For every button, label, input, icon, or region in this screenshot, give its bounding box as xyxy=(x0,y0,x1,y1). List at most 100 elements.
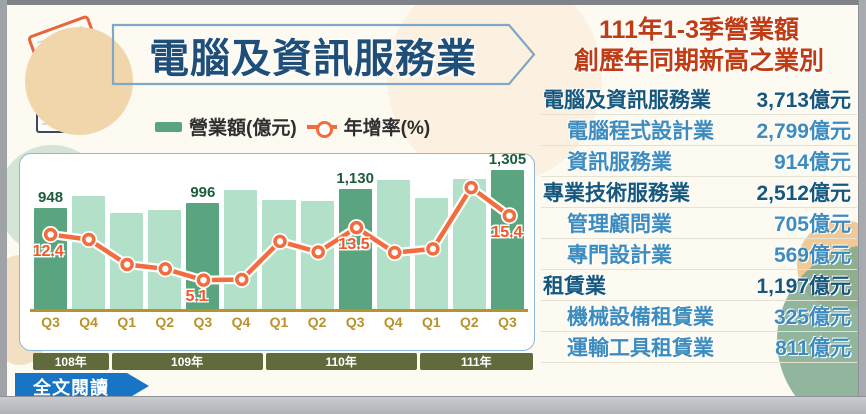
bar xyxy=(262,199,296,310)
legend-item-growth: 年增率(%) xyxy=(306,113,431,140)
bar xyxy=(452,178,486,310)
bar-slot xyxy=(262,162,296,310)
growth-rate-value-label: 12.4 xyxy=(32,242,64,260)
quarter-label: Q1 xyxy=(421,314,441,330)
quarter-label: Q4 xyxy=(231,314,251,330)
summary-row-name: 專業技術服務業 xyxy=(543,182,690,205)
window-frame-bottom xyxy=(0,396,866,414)
bar xyxy=(376,179,410,310)
year-group-pill: 111年 xyxy=(419,353,533,370)
summary-row-value: 1,197億元 xyxy=(756,275,851,298)
summary-row: 電腦程式設計業 2,799億元 xyxy=(541,115,857,146)
growth-rate-value-label: 13.5 xyxy=(338,235,370,253)
legend-growth-label: 年增率(%) xyxy=(343,118,431,139)
summary-row: 資訊服務業 914億元 xyxy=(541,146,857,177)
legend-item-revenue: 營業額(億元) xyxy=(155,113,297,140)
quarter-label: Q3 xyxy=(345,314,365,330)
summary-row-value: 2,799億元 xyxy=(756,120,851,143)
legend-revenue-label: 營業額(億元) xyxy=(189,118,297,139)
summary-row-value: 914億元 xyxy=(773,151,851,174)
summary-row-name: 運輸工具租賃業 xyxy=(567,337,714,360)
summary-row: 專業技術服務業 2,512億元 xyxy=(541,177,857,208)
quarter-label: Q2 xyxy=(307,314,327,330)
bar-value-label: 1,305 xyxy=(488,153,527,169)
year-group-labels: 108年 109年 110年 111年 xyxy=(33,353,533,370)
bar xyxy=(110,213,144,310)
summary-row-value: 705億元 xyxy=(773,213,851,236)
year-group-pill: 110年 xyxy=(265,353,417,370)
summary-row: 機械設備租賃業 325億元 xyxy=(541,301,857,332)
summary-row-name: 管理顧問業 xyxy=(567,213,672,236)
growth-rate-value-label: 15.4 xyxy=(491,223,523,241)
quarter-label: Q2 xyxy=(155,314,175,330)
legend-bar-swatch-icon xyxy=(155,121,182,132)
bar-slot xyxy=(300,162,334,310)
bar xyxy=(224,190,258,310)
laptop-illustration xyxy=(15,13,140,141)
chart-plot-area: 948 996 1,130 1,305 12.4 5.1 13.5 15.4 xyxy=(32,154,526,310)
year-group-pill: 109年 xyxy=(111,353,263,370)
page-title: 電腦及資訊服務業 xyxy=(149,37,477,81)
infographic-canvas: 電腦及資訊服務業 營業額(億元) 年增率(%) 948 996 1,130 1,305… xyxy=(7,5,858,396)
title-banner: 電腦及資訊服務業 xyxy=(111,23,536,86)
summary-row-name: 專門設計業 xyxy=(567,244,672,267)
legend-line-marker-icon xyxy=(306,120,337,138)
bar-slot xyxy=(414,162,448,310)
summary-row-name: 租賃業 xyxy=(543,275,606,298)
summary-row-value: 325億元 xyxy=(773,306,851,329)
bar-value-label: 948 xyxy=(38,189,64,207)
quarter-label: Q4 xyxy=(383,314,403,330)
bar-value-label: 996 xyxy=(190,184,216,202)
bar-slot xyxy=(110,162,144,310)
summary-row-value: 2,512億元 xyxy=(756,182,851,205)
summary-panel-title-line1: 111年1-3季營業額 xyxy=(598,16,800,44)
quarter-label: Q2 xyxy=(460,314,479,330)
bar xyxy=(148,210,182,310)
quarter-label: Q3 xyxy=(498,314,517,330)
illustration-background-circle xyxy=(25,27,133,135)
summary-row: 電腦及資訊服務業 3,713億元 xyxy=(541,84,857,115)
bar-slot: 948 xyxy=(34,162,68,310)
bar-slot xyxy=(72,162,106,310)
summary-row: 管理顧問業 705億元 xyxy=(541,208,857,239)
bar-value-label: 1,130 xyxy=(336,169,374,187)
quarter-label: Q3 xyxy=(41,314,60,330)
chart-card: 948 996 1,130 1,305 12.4 5.1 13.5 15.4 Q3 Q4 Q1 Q… xyxy=(19,153,535,351)
bar xyxy=(414,198,448,310)
bar xyxy=(72,196,106,310)
bar-slot xyxy=(224,162,258,310)
summary-row-name: 機械設備租賃業 xyxy=(567,306,714,329)
summary-row-value: 811億元 xyxy=(775,337,851,360)
summary-row: 運輸工具租賃業 811億元 xyxy=(541,332,857,363)
quarter-label: Q1 xyxy=(117,314,137,330)
read-more-button[interactable]: 全文閱讀 xyxy=(15,373,127,396)
summary-panel-title-line2: 創歷年同期新高之業別 xyxy=(573,47,824,75)
bar-slot xyxy=(376,162,410,310)
chart-x-axis xyxy=(30,309,528,312)
summary-row-value: 569億元 xyxy=(773,244,851,267)
summary-industry-list: 電腦及資訊服務業 3,713億元電腦程式設計業 2,799億元資訊服務業 914億元專… xyxy=(541,84,857,363)
read-more-arrow-icon xyxy=(127,373,149,396)
summary-row-name: 資訊服務業 xyxy=(567,151,672,174)
quarter-label: Q3 xyxy=(193,314,213,330)
summary-panel: 111年1-3季營業額 創歷年同期新高之業別 電腦及資訊服務業 3,713億元 電腦… xyxy=(541,15,857,395)
quarter-label: Q4 xyxy=(79,314,98,330)
bar xyxy=(300,200,334,310)
year-group-pill: 108年 xyxy=(33,353,109,370)
quarter-axis-labels: Q3 Q4 Q1 Q2 Q3 Q4 Q1 Q2 Q3 Q4 Q1 Q2 Q3 xyxy=(34,314,524,334)
window-frame-left xyxy=(0,0,7,414)
bar-slot xyxy=(452,162,486,310)
summary-row-name: 電腦程式設計業 xyxy=(567,120,714,143)
summary-row: 專門設計業 569億元 xyxy=(541,239,857,270)
chart-legend: 營業額(億元) 年增率(%) xyxy=(155,113,430,140)
bar-series: 948 996 1,130 1,305 xyxy=(34,154,526,310)
summary-row-name: 電腦及資訊服務業 xyxy=(543,89,711,112)
banner-chevron-icon xyxy=(111,23,536,86)
summary-row-value: 3,713億元 xyxy=(756,89,851,112)
summary-row: 租賃業 1,197億元 xyxy=(541,270,857,301)
window-frame-right xyxy=(858,0,866,414)
bar-slot xyxy=(148,162,182,310)
window-frame-top xyxy=(0,0,866,5)
quarter-label: Q1 xyxy=(269,314,289,330)
